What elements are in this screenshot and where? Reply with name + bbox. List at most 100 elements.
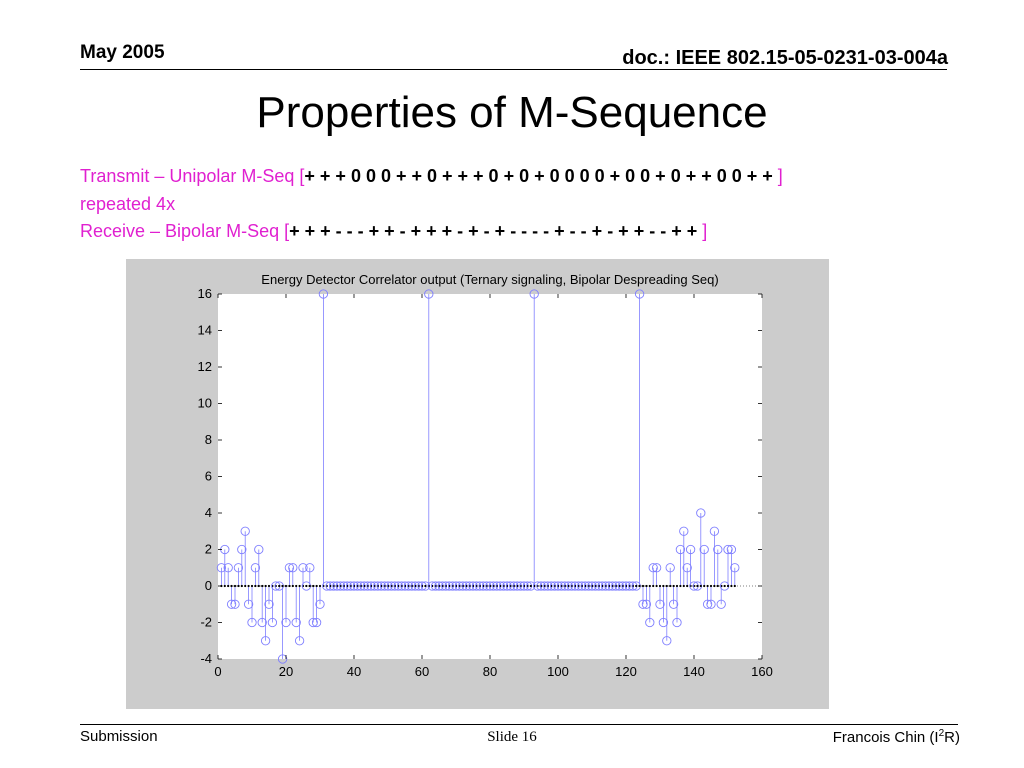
- stem-base-dot: [709, 584, 713, 588]
- footer-author-suffix: R): [944, 729, 960, 746]
- stem-marker: [281, 617, 291, 628]
- footer-divider: [80, 724, 958, 725]
- stem-marker: [726, 544, 737, 555]
- stem-base-dot: [696, 584, 699, 588]
- stem-base-dot: [424, 584, 427, 588]
- y-tick-label: 10: [198, 396, 212, 411]
- repeat-line: repeated 4x: [80, 194, 176, 214]
- stem-base-dot: [281, 584, 284, 588]
- stem-marker: [305, 563, 315, 573]
- stem-marker: [723, 544, 733, 555]
- transmit-sequence: + + + 0 0 0 + + 0 + + + 0 + 0 + 0 0 0 0 …: [304, 166, 773, 186]
- stem-base-dot: [733, 584, 736, 588]
- stem-marker: [529, 289, 539, 299]
- stem-marker: [651, 563, 662, 573]
- transmit-label: Transmit – Unipolar M-Seq [: [80, 166, 305, 186]
- stem-base-dot: [291, 584, 294, 588]
- stem-marker: [638, 599, 648, 609]
- stem-base-dot: [652, 584, 655, 588]
- stem-base-dot: [658, 584, 662, 588]
- stem-base-dot: [716, 584, 719, 588]
- stem-base-dot: [278, 584, 281, 588]
- stem-base-dot: [230, 584, 233, 588]
- y-tick-label: 4: [205, 505, 212, 520]
- stem-marker: [260, 636, 271, 646]
- footer-author: Francois Chin (I2R): [833, 728, 960, 746]
- stem-base-dot: [240, 584, 243, 588]
- x-tick-label: 60: [415, 664, 429, 679]
- stem-base-dot: [223, 584, 226, 588]
- y-tick-label: 8: [205, 432, 212, 447]
- stem-marker: [706, 599, 716, 609]
- stem-marker: [277, 654, 288, 664]
- stem-marker: [668, 599, 679, 609]
- stem-marker: [223, 563, 233, 573]
- stem-marker: [291, 617, 301, 628]
- stem-base-dot: [730, 584, 733, 588]
- stem-marker: [658, 617, 669, 628]
- stem-marker: [702, 599, 713, 609]
- stem-marker: [682, 563, 692, 573]
- stem-marker: [730, 563, 740, 573]
- plot-area: [218, 294, 762, 659]
- stem-base-dot: [237, 584, 240, 588]
- stem-marker: [685, 544, 696, 555]
- stem-base-dot: [295, 584, 298, 588]
- stem-marker: [318, 289, 329, 299]
- stem-base-dot: [648, 584, 651, 588]
- stem-base-dot: [529, 584, 532, 588]
- stem-marker: [679, 526, 689, 536]
- stem-marker: [662, 636, 672, 646]
- x-tick-label: 160: [751, 664, 773, 679]
- stem-base-dot: [686, 584, 689, 588]
- stem-marker: [264, 599, 274, 609]
- stem-base-dot: [305, 584, 308, 588]
- chart-title: Energy Detector Correlator output (Terna…: [261, 272, 718, 287]
- stem-marker: [240, 526, 250, 536]
- stem-marker: [672, 617, 682, 628]
- footer-submission: Submission: [80, 728, 158, 745]
- stem-base-dot: [635, 584, 638, 588]
- chart-svg: Energy Detector Correlator output (Terna…: [126, 259, 829, 709]
- y-tick-label: 6: [205, 469, 212, 484]
- header-doc-id: doc.: IEEE 802.15-05-0231-03-004a: [622, 47, 948, 69]
- stem-marker: [641, 599, 652, 609]
- stem-base-dot: [703, 584, 706, 588]
- stem-marker: [294, 636, 305, 646]
- stem-marker: [216, 563, 227, 573]
- correlator-plot: Energy Detector Correlator output (Terna…: [126, 259, 829, 709]
- stem-marker: [648, 563, 658, 573]
- stem-marker: [233, 563, 244, 573]
- stem-marker: [250, 563, 261, 573]
- stem-base-dot: [247, 584, 250, 588]
- transmit-bracket: ]: [772, 166, 783, 186]
- stem-base-dot: [699, 584, 702, 588]
- stem-base-dot: [257, 584, 260, 588]
- stem-marker: [230, 599, 240, 609]
- stem-base-dot: [675, 584, 679, 588]
- x-tick-label: 40: [347, 664, 361, 679]
- stem-base-dot: [713, 584, 716, 588]
- footer-slide-number: Slide 16: [487, 729, 537, 745]
- stem-marker: [254, 544, 264, 555]
- stem-base-dot: [233, 584, 237, 588]
- stem-marker: [655, 599, 665, 609]
- receive-label: Receive – Bipolar M-Seq [: [80, 221, 290, 241]
- stem-marker: [311, 617, 322, 628]
- stem-base-dot: [723, 584, 726, 588]
- stem-base-dot: [318, 584, 322, 588]
- stem-base-dot: [244, 584, 247, 588]
- stem-marker: [243, 599, 254, 609]
- slide-title: Properties of M-Sequence: [256, 88, 768, 137]
- stem-base-dot: [250, 584, 254, 588]
- stem-base-dot: [662, 584, 665, 588]
- stem-marker: [645, 617, 655, 628]
- stem-marker: [237, 544, 247, 555]
- stem-marker: [675, 544, 686, 555]
- stem-marker: [424, 289, 434, 299]
- header-divider: [80, 69, 947, 70]
- stem-marker: [315, 599, 325, 609]
- stem-base-dot: [669, 584, 672, 588]
- stem-marker: [298, 563, 308, 573]
- stem-marker: [696, 508, 706, 518]
